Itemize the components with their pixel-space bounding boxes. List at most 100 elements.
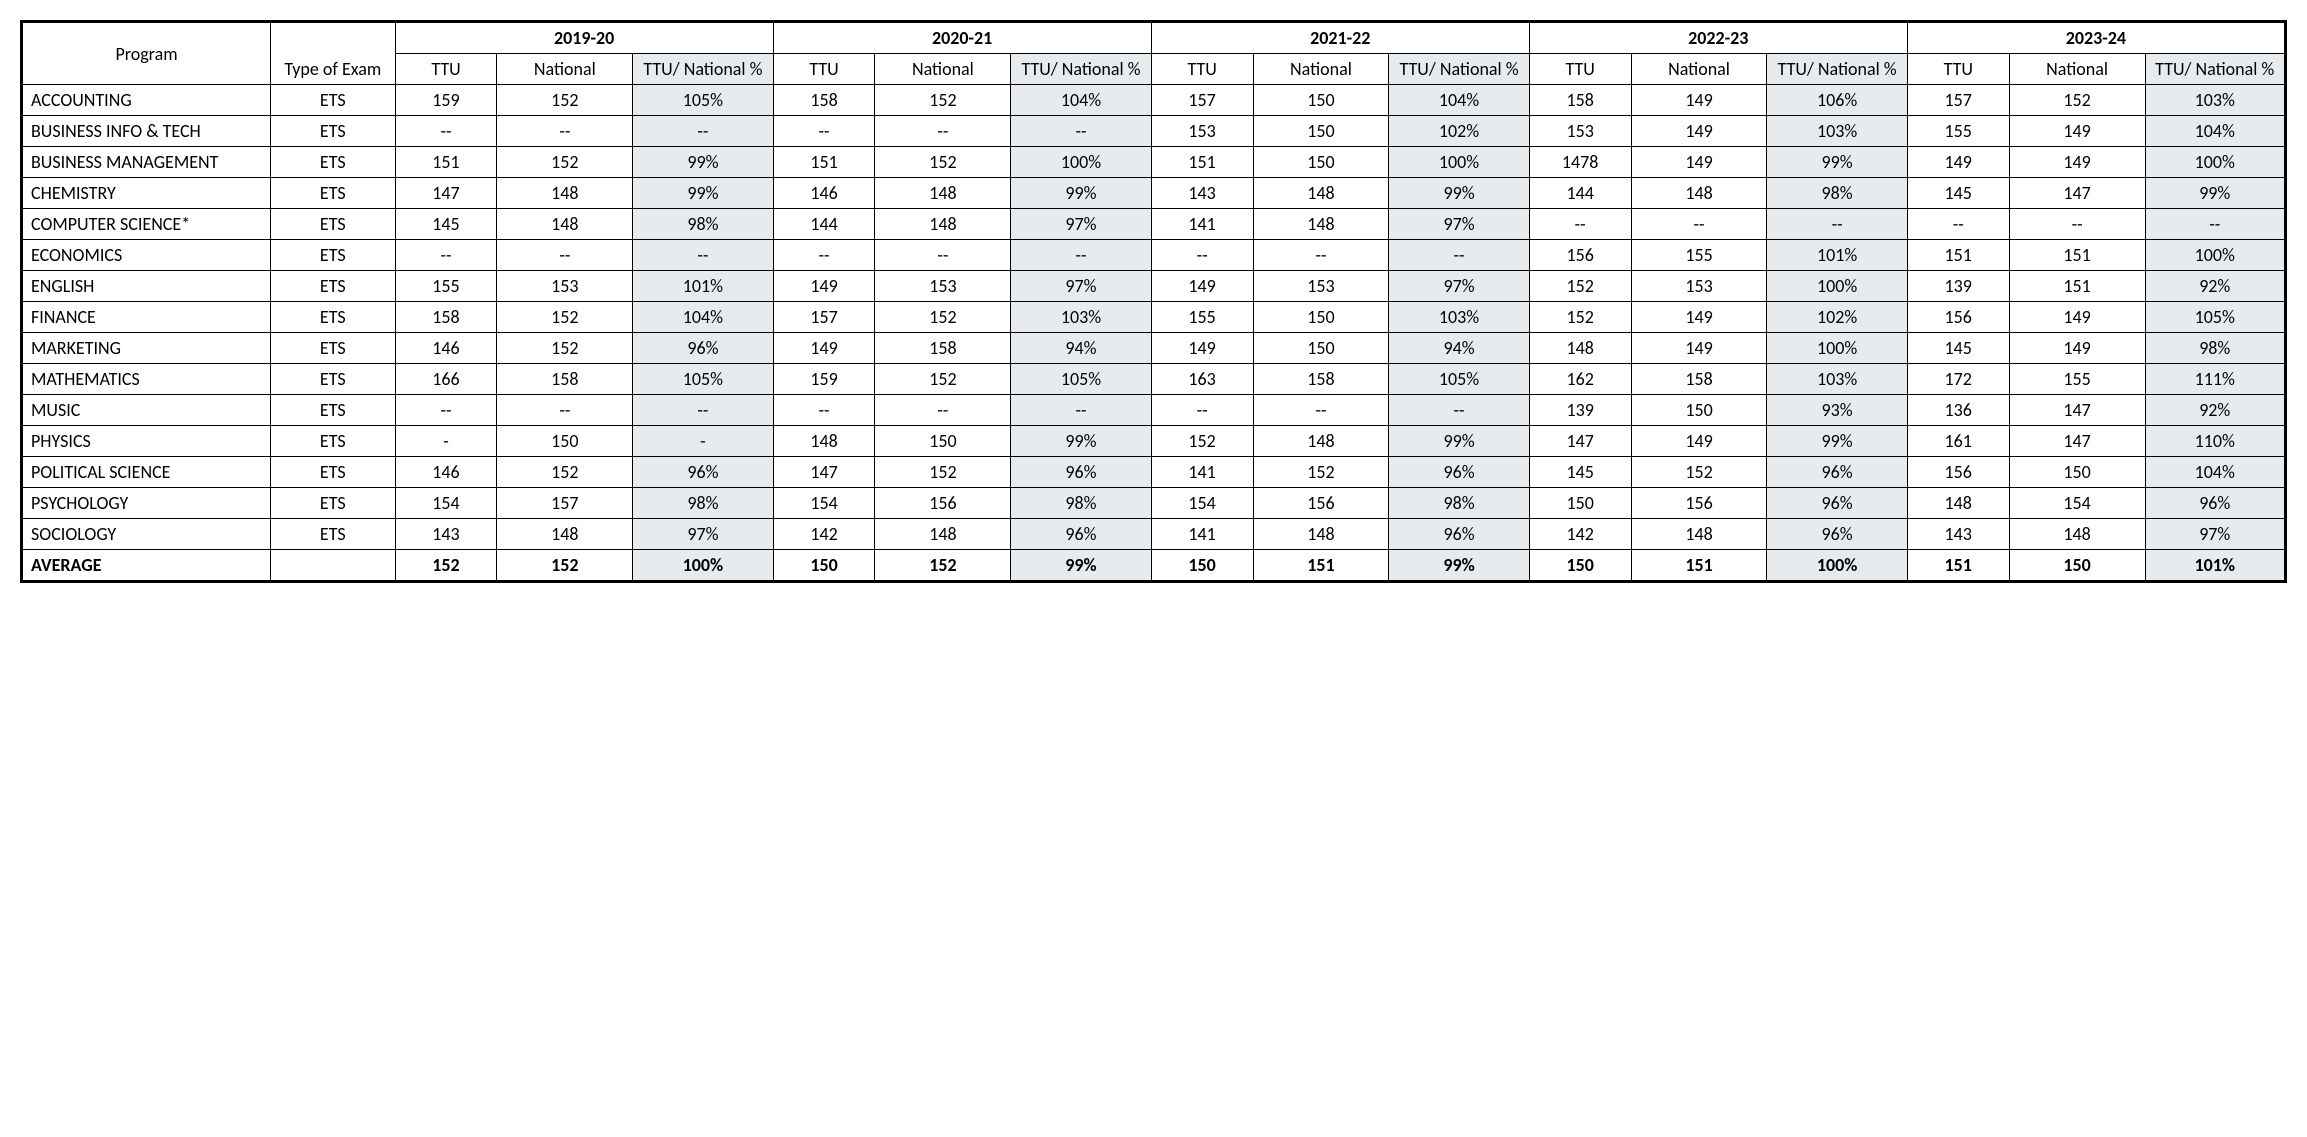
national-value: 148 xyxy=(875,519,1011,550)
pct-value: 110% xyxy=(2145,426,2286,457)
ttu-value: 149 xyxy=(1151,333,1253,364)
national-value: 158 xyxy=(1253,364,1389,395)
program-name: BUSINESS MANAGEMENT xyxy=(22,147,271,178)
pct-value: 104% xyxy=(633,302,773,333)
national-value: 150 xyxy=(1253,85,1389,116)
national-value: 149 xyxy=(2009,333,2145,364)
ttu-value: 152 xyxy=(1529,302,1631,333)
national-value: 156 xyxy=(875,488,1011,519)
national-value: 152 xyxy=(875,302,1011,333)
national-value: 158 xyxy=(497,364,633,395)
pct-value: 98% xyxy=(633,209,773,240)
pct-value: 98% xyxy=(2145,333,2286,364)
ttu-value: 158 xyxy=(1529,85,1631,116)
pct-value: 97% xyxy=(1011,271,1151,302)
exam-type: ETS xyxy=(271,85,396,116)
national-value: 150 xyxy=(875,426,1011,457)
national-value: 149 xyxy=(1631,426,1767,457)
program-name: POLITICAL SCIENCE xyxy=(22,457,271,488)
table-row: PHYSICSETS-150-14815099%15214899%1471499… xyxy=(22,426,2286,457)
national-value: 152 xyxy=(875,457,1011,488)
ttu-value: -- xyxy=(1907,209,2009,240)
pct-value: 105% xyxy=(1011,364,1151,395)
national-value: 148 xyxy=(1253,519,1389,550)
program-name: ENGLISH xyxy=(22,271,271,302)
header-year: 2023-24 xyxy=(1907,22,2285,54)
exam-type: ETS xyxy=(271,395,396,426)
ttu-value: 141 xyxy=(1151,519,1253,550)
ttu-value: 156 xyxy=(1529,240,1631,271)
header-sub-national: National xyxy=(1253,54,1389,85)
table-row: ACCOUNTINGETS159152105%158152104%1571501… xyxy=(22,85,2286,116)
ttu-value: 151 xyxy=(395,147,497,178)
national-value: -- xyxy=(1253,240,1389,271)
national-value: -- xyxy=(497,240,633,271)
pct-value: 94% xyxy=(1389,333,1529,364)
ttu-value: -- xyxy=(773,240,875,271)
pct-value: 105% xyxy=(2145,302,2286,333)
national-value: 157 xyxy=(497,488,633,519)
pct-value: 103% xyxy=(1767,116,1907,147)
pct-value: 96% xyxy=(1767,457,1907,488)
national-value: 150 xyxy=(1253,116,1389,147)
ttu-value: 156 xyxy=(1907,302,2009,333)
header-sub-national: National xyxy=(497,54,633,85)
pct-value: -- xyxy=(633,240,773,271)
header-sub-ttu: TTU xyxy=(773,54,875,85)
pct-value: 99% xyxy=(1011,178,1151,209)
ttu-value: - xyxy=(395,426,497,457)
national-value: 153 xyxy=(1253,271,1389,302)
national-value: 153 xyxy=(1631,271,1767,302)
table-row: POLITICAL SCIENCEETS14615296%14715296%14… xyxy=(22,457,2286,488)
national-value: 151 xyxy=(2009,271,2145,302)
national-value: 151 xyxy=(2009,240,2145,271)
national-value: 151 xyxy=(1631,550,1767,582)
pct-value: 96% xyxy=(633,333,773,364)
national-value: 149 xyxy=(1631,116,1767,147)
national-value: 148 xyxy=(1631,519,1767,550)
pct-value: 99% xyxy=(1767,147,1907,178)
exam-type: ETS xyxy=(271,209,396,240)
ttu-value: 149 xyxy=(1151,271,1253,302)
pct-value: -- xyxy=(633,395,773,426)
header-sub-pct: TTU/ National % xyxy=(1011,54,1151,85)
pct-value: -- xyxy=(1767,209,1907,240)
ttu-value: 149 xyxy=(773,333,875,364)
national-value: 152 xyxy=(497,457,633,488)
pct-value: -- xyxy=(1011,116,1151,147)
national-value: 151 xyxy=(1253,550,1389,582)
header-sub-ttu: TTU xyxy=(1529,54,1631,85)
ttu-value: 147 xyxy=(773,457,875,488)
program-name: COMPUTER SCIENCE* xyxy=(22,209,271,240)
pct-value: 104% xyxy=(2145,116,2286,147)
header-sub-ttu: TTU xyxy=(1907,54,2009,85)
ttu-value: 150 xyxy=(1529,488,1631,519)
header-exam: Type of Exam xyxy=(271,22,396,85)
header-sub-national: National xyxy=(1631,54,1767,85)
program-name: SOCIOLOGY xyxy=(22,519,271,550)
national-value: 153 xyxy=(875,271,1011,302)
national-value: -- xyxy=(875,395,1011,426)
pct-value: 97% xyxy=(633,519,773,550)
table-row: MARKETINGETS14615296%14915894%14915094%1… xyxy=(22,333,2286,364)
pct-value: 105% xyxy=(633,85,773,116)
national-value: -- xyxy=(1253,395,1389,426)
ttu-value: 151 xyxy=(773,147,875,178)
exam-type: ETS xyxy=(271,488,396,519)
exam-type: ETS xyxy=(271,147,396,178)
pct-value: 100% xyxy=(1767,550,1907,582)
national-value: -- xyxy=(875,116,1011,147)
national-value: -- xyxy=(497,395,633,426)
national-value: 148 xyxy=(875,209,1011,240)
ttu-value: -- xyxy=(773,116,875,147)
pct-value: -- xyxy=(1011,395,1151,426)
header-sub-pct: TTU/ National % xyxy=(1767,54,1907,85)
ttu-value: 146 xyxy=(395,457,497,488)
header-program: Program xyxy=(22,22,271,85)
exam-type: ETS xyxy=(271,302,396,333)
ttu-value: 154 xyxy=(1151,488,1253,519)
national-value: -- xyxy=(875,240,1011,271)
ttu-value: -- xyxy=(773,395,875,426)
national-value: -- xyxy=(2009,209,2145,240)
national-value: 154 xyxy=(2009,488,2145,519)
